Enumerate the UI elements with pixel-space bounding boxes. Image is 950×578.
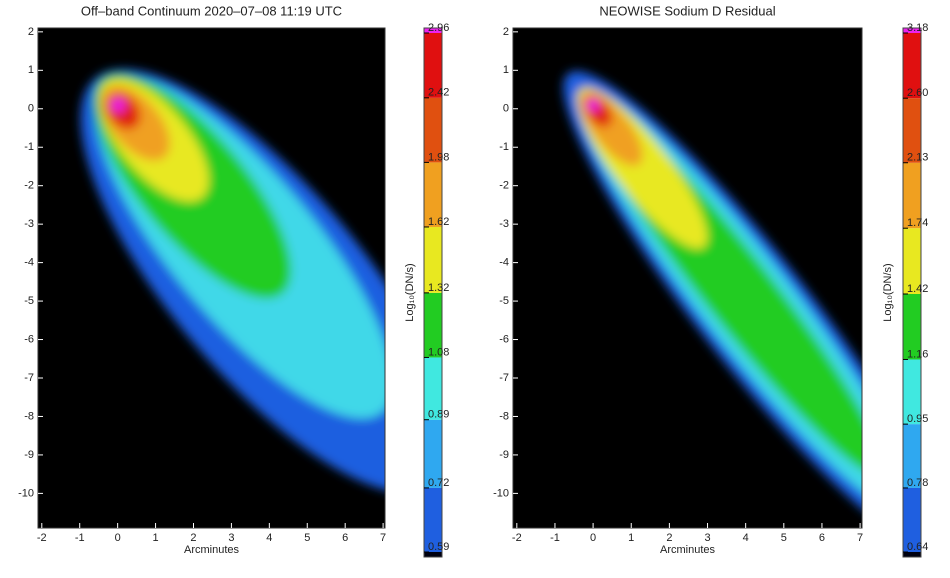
plot-frame bbox=[512, 27, 863, 529]
x-tick-label: 4 bbox=[743, 532, 749, 544]
colorbar-tick-label: 0.78 bbox=[907, 477, 928, 489]
colorbar-top bbox=[903, 28, 921, 33]
colorbar-bottom bbox=[903, 552, 921, 557]
colorbar-label: Log₁₀(DN/s) bbox=[404, 263, 416, 321]
colorbar-tick-label: 1.98 bbox=[428, 151, 449, 163]
x-tick-label: -2 bbox=[37, 532, 47, 544]
colorbar-frame bbox=[902, 27, 922, 558]
colorbar-segment bbox=[903, 33, 921, 99]
x-tick-label: 5 bbox=[781, 532, 787, 544]
y-tick-label: -9 bbox=[24, 449, 34, 461]
colorbar-segment bbox=[903, 228, 921, 295]
colorbar-segment bbox=[424, 419, 442, 488]
colorbar-tick-label: 0.89 bbox=[428, 409, 449, 421]
colorbar-tick-label: 1.08 bbox=[428, 346, 449, 358]
x-tick-label: 7 bbox=[857, 532, 863, 544]
y-tick-label: -10 bbox=[18, 487, 34, 499]
colorbar-tick-label: 0.95 bbox=[907, 413, 928, 425]
y-tick-label: -4 bbox=[24, 257, 34, 269]
y-tick-label: -3 bbox=[24, 218, 34, 230]
y-tick-label: -1 bbox=[499, 141, 509, 153]
x-tick-label: 2 bbox=[190, 532, 196, 544]
x-tick-label: 1 bbox=[628, 532, 634, 544]
x-tick-label: 4 bbox=[266, 532, 272, 544]
y-tick-label: 0 bbox=[28, 103, 34, 115]
y-tick-label: -2 bbox=[499, 180, 509, 192]
panel-title: Off–band Continuum 2020–07–08 11:19 UTC bbox=[81, 3, 342, 18]
y-tick-label: 1 bbox=[28, 64, 34, 76]
colorbar-segment bbox=[424, 33, 442, 98]
x-tick-label: 6 bbox=[342, 532, 348, 544]
x-tick-label: 1 bbox=[153, 532, 159, 544]
x-tick-label: 5 bbox=[304, 532, 310, 544]
x-tick-label: -1 bbox=[75, 532, 85, 544]
colorbar-segment bbox=[903, 162, 921, 229]
comet-image bbox=[80, 69, 385, 494]
colorbar-tick-label: 3.18 bbox=[907, 22, 928, 34]
colorbar-segment bbox=[903, 424, 921, 488]
x-tick-label: 7 bbox=[380, 532, 386, 544]
x-tick-label: -1 bbox=[550, 532, 560, 544]
y-tick-label: -5 bbox=[499, 295, 509, 307]
colorbar-tick-label: 0.59 bbox=[428, 541, 449, 553]
colorbar-label: Log₁₀(DN/s) bbox=[882, 263, 894, 321]
colorbar-bottom bbox=[424, 552, 442, 557]
x-tick-label: 3 bbox=[228, 532, 234, 544]
colorbar-tick-label: 1.74 bbox=[907, 217, 928, 229]
colorbar-tick-label: 0.64 bbox=[907, 541, 928, 553]
y-tick-label: -7 bbox=[24, 372, 34, 384]
x-tick-label: -2 bbox=[512, 532, 522, 544]
y-tick-label: -4 bbox=[499, 257, 509, 269]
plot-frame bbox=[37, 27, 386, 529]
colorbar-tick-label: 1.42 bbox=[907, 283, 928, 295]
colorbar-segment bbox=[903, 98, 921, 163]
y-tick-label: -7 bbox=[499, 372, 509, 384]
colorbar-tick-label: 2.42 bbox=[428, 87, 449, 99]
colorbar-segment bbox=[424, 162, 442, 227]
y-tick-label: -2 bbox=[24, 180, 34, 192]
y-tick-label: -9 bbox=[499, 449, 509, 461]
colorbar-tick-label: 2.60 bbox=[907, 87, 928, 99]
x-axis-label: Arcminutes bbox=[184, 544, 240, 556]
x-tick-label: 6 bbox=[819, 532, 825, 544]
y-tick-label: -6 bbox=[24, 333, 34, 345]
colorbar-tick-label: 1.32 bbox=[428, 282, 449, 294]
colorbar-tick-label: 1.16 bbox=[907, 348, 928, 360]
colorbar-tick-label: 0.72 bbox=[428, 477, 449, 489]
colorbar-segment bbox=[903, 359, 921, 425]
colorbar-tick-label: 2.96 bbox=[428, 22, 449, 34]
colorbar-top bbox=[424, 28, 442, 33]
colorbar-segment bbox=[424, 357, 442, 420]
y-tick-label: -8 bbox=[499, 410, 509, 422]
y-tick-label: -3 bbox=[499, 218, 509, 230]
comet-image bbox=[563, 71, 862, 528]
y-tick-label: -8 bbox=[24, 410, 34, 422]
y-tick-label: 0 bbox=[503, 103, 509, 115]
x-tick-label: 2 bbox=[666, 532, 672, 544]
colorbar-segment bbox=[424, 97, 442, 163]
colorbar-segment bbox=[903, 294, 921, 360]
y-tick-label: 1 bbox=[503, 64, 509, 76]
panel-title: NEOWISE Sodium D Residual bbox=[599, 3, 775, 18]
y-tick-label: 2 bbox=[28, 26, 34, 38]
colorbar-segment bbox=[424, 487, 442, 552]
colorbar-tick-label: 2.13 bbox=[907, 152, 928, 164]
colorbar-segment bbox=[424, 226, 442, 293]
y-tick-label: -6 bbox=[499, 333, 509, 345]
colorbar-segment bbox=[903, 487, 921, 552]
x-tick-label: 0 bbox=[115, 532, 121, 544]
colorbar-segment bbox=[424, 292, 442, 358]
x-axis-label: Arcminutes bbox=[660, 544, 716, 556]
y-tick-label: -1 bbox=[24, 141, 34, 153]
y-tick-label: -10 bbox=[493, 487, 509, 499]
y-tick-label: 2 bbox=[503, 26, 509, 38]
x-tick-label: 3 bbox=[704, 532, 710, 544]
x-tick-label: 0 bbox=[590, 532, 596, 544]
y-tick-label: -5 bbox=[24, 295, 34, 307]
colorbar-tick-label: 1.62 bbox=[428, 216, 449, 228]
